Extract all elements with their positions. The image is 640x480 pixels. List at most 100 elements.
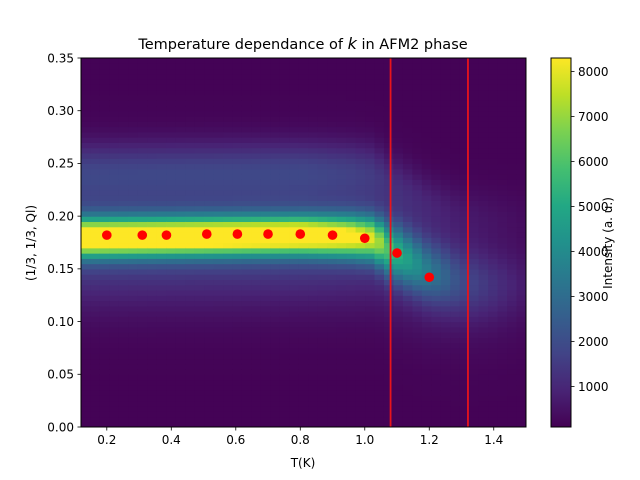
heatmap-cell <box>393 231 404 238</box>
heatmap-cell <box>279 311 290 317</box>
heatmap-cell <box>346 121 357 128</box>
heatmap-cell <box>118 173 129 180</box>
heatmap-cell <box>327 353 338 360</box>
heatmap-cell <box>298 63 309 70</box>
heatmap-cell <box>213 342 224 349</box>
heatmap-cell <box>421 421 432 427</box>
heatmap-cell <box>251 284 262 291</box>
heatmap-cell <box>421 416 432 423</box>
heatmap-cell <box>147 353 158 360</box>
heatmap-cell <box>232 411 243 418</box>
heatmap-cell <box>232 274 243 280</box>
heatmap-cell <box>497 379 508 386</box>
heatmap-cell <box>241 115 253 122</box>
heatmap-cell <box>336 253 347 259</box>
heatmap-cell <box>346 316 357 323</box>
heatmap-cell <box>383 142 395 149</box>
heatmap-cell <box>478 411 489 418</box>
heatmap-cell <box>128 369 139 375</box>
heatmap-cell <box>478 353 489 360</box>
heatmap-cell <box>402 58 413 64</box>
heatmap-cell <box>374 184 385 191</box>
heatmap-cell <box>204 305 215 312</box>
heatmap-cell <box>478 126 489 133</box>
heatmap-cell <box>213 189 224 196</box>
heatmap-cell <box>289 168 300 175</box>
heatmap-cell <box>109 300 120 307</box>
heatmap-cell <box>270 184 281 191</box>
heatmap-cell <box>128 58 139 64</box>
heatmap-cell <box>469 421 480 427</box>
heatmap-cell <box>298 268 309 275</box>
heatmap-cell <box>156 158 167 165</box>
heatmap-cell <box>478 131 489 138</box>
heatmap-cell <box>137 63 148 70</box>
heatmap-cell <box>213 94 224 101</box>
heatmap-cell <box>137 200 148 207</box>
heatmap-cell <box>128 195 139 201</box>
heatmap-cell <box>469 332 480 338</box>
heatmap-cell <box>279 63 290 70</box>
heatmap-cell <box>497 58 508 64</box>
heatmap-cell <box>383 126 395 133</box>
heatmap-cell <box>507 226 518 233</box>
heatmap-cell <box>185 332 196 338</box>
heatmap-cell <box>81 353 92 360</box>
heatmap-cell <box>175 210 186 217</box>
heatmap-cell <box>90 274 101 280</box>
heatmap-cell <box>383 284 395 291</box>
heatmap-cell <box>279 84 290 91</box>
heatmap-cell <box>298 210 309 217</box>
heatmap-cell <box>298 369 309 375</box>
heatmap-cell <box>431 179 442 186</box>
heatmap-cell <box>241 58 253 64</box>
heatmap-cell <box>516 374 526 381</box>
heatmap-cell <box>412 121 423 128</box>
heatmap-cell <box>327 247 338 254</box>
heatmap-cell <box>194 131 205 138</box>
heatmap-cell <box>421 390 432 396</box>
heatmap-cell <box>317 68 328 75</box>
heatmap-cell <box>469 152 480 159</box>
heatmap-cell <box>289 121 300 128</box>
heatmap-cell <box>327 258 338 265</box>
heatmap-cell <box>223 221 234 228</box>
heatmap-cell <box>346 110 357 117</box>
heatmap-cell <box>223 411 234 418</box>
heatmap-cell <box>497 68 508 75</box>
heatmap-cell <box>185 421 196 427</box>
heatmap-cell <box>412 284 423 291</box>
heatmap-cell <box>440 210 451 217</box>
heatmap-cell <box>241 242 253 249</box>
heatmap-cell <box>213 84 224 91</box>
heatmap-cell <box>402 311 413 317</box>
heatmap-cell <box>90 200 101 207</box>
heatmap-cell <box>327 79 338 85</box>
heatmap-cell <box>289 342 300 349</box>
peak-point <box>101 230 112 240</box>
heatmap-cell <box>308 305 319 312</box>
heatmap-cell <box>507 210 518 217</box>
heatmap-cell <box>412 89 423 96</box>
heatmap-cell <box>213 205 224 212</box>
heatmap-cell <box>346 163 357 170</box>
x-axis-label: T(K) <box>290 456 316 470</box>
heatmap-cell <box>507 384 518 391</box>
heatmap-cell <box>459 210 470 217</box>
heatmap-cell <box>289 421 300 427</box>
heatmap-cell <box>374 311 385 317</box>
heatmap-cell <box>327 147 338 154</box>
heatmap-cell <box>355 369 366 375</box>
heatmap-cell <box>402 231 413 238</box>
heatmap-cell <box>90 79 101 85</box>
heatmap-cell <box>223 89 234 96</box>
heatmap-cell <box>194 411 205 418</box>
heatmap-cell <box>118 332 129 338</box>
heatmap-cell <box>346 158 357 165</box>
heatmap-cell <box>497 200 508 207</box>
heatmap-cell <box>346 179 357 186</box>
heatmap-cell <box>346 374 357 381</box>
heatmap-cell <box>166 284 177 291</box>
heatmap-cell <box>421 353 432 360</box>
heatmap-cell <box>194 374 205 381</box>
